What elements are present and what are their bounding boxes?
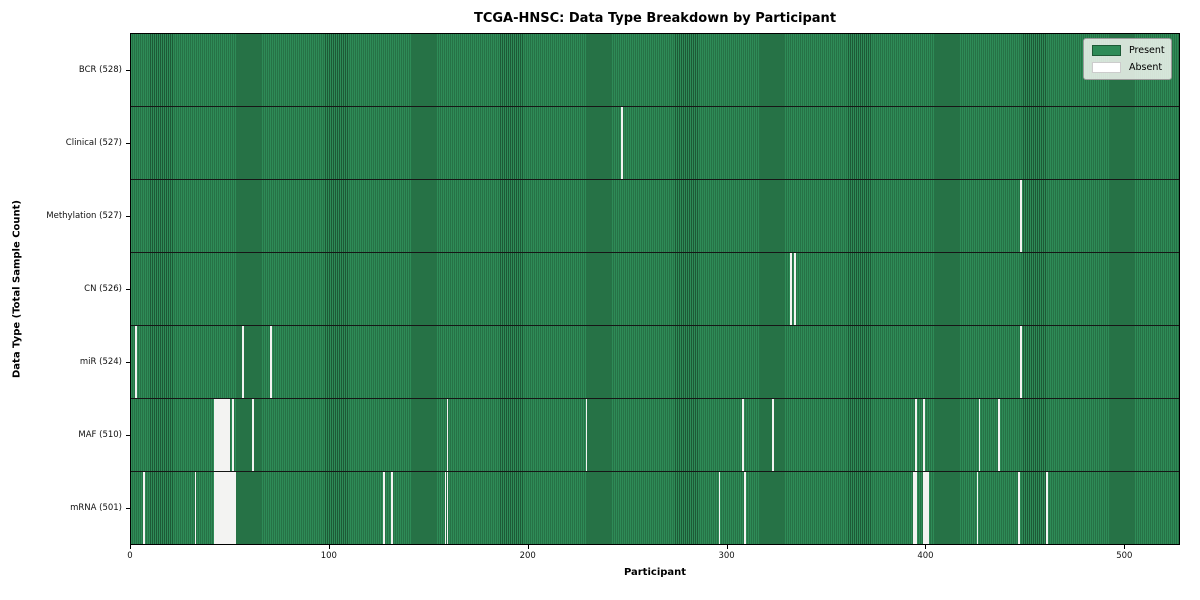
- absent-gap-MAF-61: [252, 399, 254, 471]
- absent-gap-mRNA-296: [718, 472, 721, 544]
- absent-gap-mRNA-42: [214, 472, 217, 544]
- absent-gap-MAF-49: [228, 399, 230, 471]
- x-axis-label: Participant: [623, 567, 687, 578]
- y-tick-mark-BCR: [126, 69, 130, 71]
- absent-gap-MAF-44: [218, 399, 220, 471]
- absent-gap-MAF-45: [220, 399, 222, 471]
- absent-gap-mRNA-127: [383, 472, 385, 544]
- x-tick-label-100: 100: [320, 551, 337, 561]
- absent-gap-miR-2: [134, 326, 137, 398]
- x-tick-label-0: 0: [127, 551, 133, 561]
- x-tick-label-400: 400: [917, 551, 934, 561]
- absent-gap-mRNA-461: [1046, 472, 1048, 544]
- x-tick-mark-400: [925, 545, 927, 549]
- legend-swatch-present: [1092, 45, 1121, 56]
- y-tick-label-BCR: BCR (528): [78, 64, 122, 75]
- absent-gap-MAF-51: [232, 399, 234, 471]
- x-tick-mark-0: [130, 545, 131, 549]
- plot-area: [130, 33, 1180, 545]
- absent-gap-MAF-47: [224, 399, 226, 471]
- absent-gap-mRNA-51: [232, 472, 234, 544]
- y-tick-mark-CN: [126, 289, 130, 290]
- x-tick-mark-300: [726, 545, 728, 549]
- absent-gap-MAF-48: [226, 399, 228, 471]
- x-tick-label-200: 200: [519, 551, 536, 561]
- absent-gap-MAF-308: [742, 399, 744, 471]
- x-tick-label-500: 500: [1116, 551, 1133, 561]
- row-mRNA: [131, 471, 1179, 544]
- legend: Present Absent: [1083, 38, 1172, 80]
- absent-gap-mRNA-159: [446, 472, 449, 544]
- y-tick-label-MAF: MAF (510): [78, 430, 122, 441]
- absent-gap-mRNA-447: [1018, 472, 1020, 544]
- absent-gap-mRNA-399: [922, 472, 925, 544]
- legend-label: Present: [1129, 45, 1165, 56]
- absent-gap-MAF-159: [446, 399, 449, 471]
- absent-gap-mRNA-6: [142, 472, 145, 544]
- y-tick-mark-Clinical: [126, 142, 130, 144]
- y-tick-mark-Methylation: [126, 215, 130, 217]
- y-tick-label-miR: miR (524): [79, 357, 122, 368]
- legend-entry-absent: Absent: [1092, 62, 1163, 73]
- absent-gap-mRNA-400: [924, 472, 927, 544]
- absent-gap-mRNA-158: [444, 472, 447, 544]
- absent-gap-mRNA-52: [234, 472, 236, 544]
- absent-gap-MAF-395: [915, 399, 917, 471]
- row-Clinical: [131, 106, 1179, 179]
- y-tick-label-CN: CN (526): [84, 284, 122, 294]
- absent-gap-MAF-427: [978, 399, 981, 471]
- y-tick-label-Clinical: Clinical (527): [65, 137, 122, 148]
- absent-gap-mRNA-45: [220, 472, 222, 544]
- chart-title: TCGA-HNSC: Data Type Breakdown by Partic…: [473, 11, 837, 26]
- y-tick-label-Methylation: Methylation (527): [46, 210, 122, 221]
- y-tick-mark-mRNA: [126, 508, 130, 510]
- row-BCR: [131, 34, 1179, 106]
- legend-swatch-absent: [1092, 62, 1121, 73]
- absent-gap-MAF-42: [214, 399, 217, 471]
- y-tick-label-mRNA: mRNA (501): [70, 503, 122, 514]
- absent-gap-mRNA-309: [744, 472, 746, 544]
- absent-gap-MAF-323: [772, 399, 774, 471]
- absent-gap-Clinical-247: [621, 107, 623, 179]
- absent-gap-MAF-399: [922, 399, 925, 471]
- absent-gap-mRNA-131: [391, 472, 393, 544]
- absent-gap-mRNA-426: [976, 472, 979, 544]
- absent-gap-mRNA-395: [915, 472, 917, 544]
- absent-gap-mRNA-394: [913, 472, 915, 544]
- x-tick-label-300: 300: [718, 551, 735, 561]
- y-tick-mark-MAF: [126, 435, 130, 437]
- row-CN: [131, 252, 1179, 325]
- absent-gap-mRNA-401: [926, 472, 929, 544]
- absent-gap-MAF-46: [222, 399, 224, 471]
- absent-gap-MAF-437: [998, 399, 1001, 471]
- absent-gap-CN-332: [789, 253, 792, 325]
- row-miR: [131, 325, 1179, 398]
- y-tick-mark-miR: [126, 362, 130, 364]
- absent-gap-mRNA-32: [194, 472, 197, 544]
- absent-gap-mRNA-48: [226, 472, 228, 544]
- row-MAF: [131, 398, 1179, 471]
- absent-gap-mRNA-47: [224, 472, 226, 544]
- x-tick-mark-500: [1124, 545, 1126, 549]
- absent-gap-MAF-43: [216, 399, 219, 471]
- absent-gap-miR-448: [1020, 326, 1022, 398]
- absent-gap-Methylation-448: [1020, 180, 1022, 252]
- absent-gap-mRNA-43: [216, 472, 219, 544]
- x-tick-mark-200: [527, 545, 529, 549]
- legend-label: Absent: [1129, 62, 1163, 73]
- legend-entry-present: Present: [1092, 45, 1165, 56]
- absent-gap-mRNA-50: [230, 472, 232, 544]
- absent-gap-MAF-229: [585, 399, 588, 471]
- absent-gap-mRNA-44: [218, 472, 220, 544]
- absent-gap-mRNA-49: [228, 472, 230, 544]
- row-Methylation: [131, 179, 1179, 252]
- x-tick-mark-100: [328, 545, 330, 549]
- absent-gap-mRNA-46: [222, 472, 224, 544]
- absent-gap-miR-70: [269, 326, 272, 398]
- absent-gap-CN-334: [793, 253, 796, 325]
- absent-gap-miR-56: [242, 326, 244, 398]
